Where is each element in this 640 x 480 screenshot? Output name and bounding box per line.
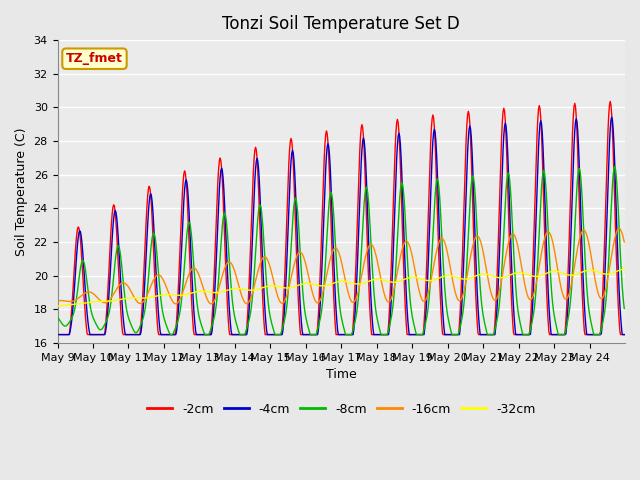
- Title: Tonzi Soil Temperature Set D: Tonzi Soil Temperature Set D: [222, 15, 460, 33]
- Text: TZ_fmet: TZ_fmet: [66, 52, 123, 65]
- Y-axis label: Soil Temperature (C): Soil Temperature (C): [15, 127, 28, 256]
- Legend: -2cm, -4cm, -8cm, -16cm, -32cm: -2cm, -4cm, -8cm, -16cm, -32cm: [142, 398, 540, 421]
- X-axis label: Time: Time: [326, 368, 356, 381]
